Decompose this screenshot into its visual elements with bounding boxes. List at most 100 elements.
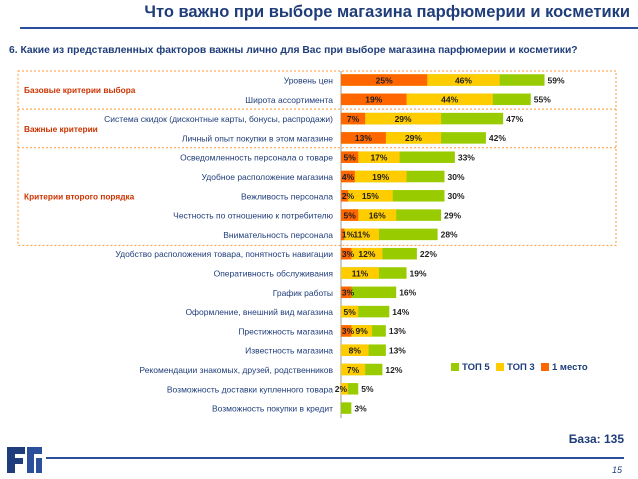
category-label: Уровень цен	[284, 76, 334, 86]
group-label: Критерии второго порядка	[24, 191, 135, 201]
data-label-first: 3%	[342, 249, 355, 259]
data-label-top5: 19%	[410, 268, 427, 278]
category-label: Осведомленность персонала о товаре	[180, 153, 333, 163]
data-label-first: 19%	[365, 95, 382, 105]
legend-swatch	[541, 363, 549, 372]
bar-top5	[341, 228, 438, 241]
bar-first	[341, 190, 348, 202]
bar-top3	[341, 93, 493, 106]
data-label-top3: 46%	[455, 75, 472, 85]
category-label: Личный опыт покупки в этом магазине	[182, 133, 333, 143]
bar-first	[341, 132, 386, 144]
data-label-first: 5%	[343, 210, 356, 220]
data-label-top3: 2%	[335, 384, 348, 394]
bar-first	[341, 286, 352, 299]
data-label-first: 3%	[342, 326, 355, 336]
header: Что важно при выборе магазина парфюмерии…	[0, 0, 638, 34]
data-label-top3: 5%	[343, 307, 356, 317]
bar-top3	[341, 267, 379, 279]
data-label-top5: 16%	[399, 288, 416, 298]
category-label: Оперативность обслуживания	[214, 269, 334, 279]
bar-top3	[341, 228, 379, 241]
bar-top5	[341, 286, 397, 299]
bar-top3	[341, 344, 369, 356]
labels-layer: Базовые критерии выбора Важные критерии Кр…	[24, 75, 565, 413]
data-label-first: 3%	[342, 288, 355, 298]
category-label: Вежливость персонала	[241, 191, 333, 201]
data-label-top5: 14%	[392, 307, 409, 317]
data-label-top5: 22%	[420, 249, 437, 259]
bar-top3	[341, 383, 348, 395]
data-label-top3: 17%	[370, 153, 387, 163]
data-label-top5: 12%	[385, 365, 402, 375]
data-label-top5: 5%	[361, 384, 374, 394]
category-label: Оформление, внешний вид магазина	[185, 307, 333, 317]
bar-top3	[341, 170, 407, 183]
question-text: 6. Какие из представленных факторов важн…	[9, 45, 578, 56]
data-label-top3: 9%	[356, 326, 369, 336]
bar-top3	[341, 209, 397, 221]
bar-top3	[341, 325, 373, 337]
category-label: Внимательность персонала	[223, 230, 333, 240]
logo-icon	[7, 447, 42, 473]
data-label-top3: 44%	[441, 95, 458, 105]
data-label-top5: 13%	[389, 326, 406, 336]
data-label-top5: 33%	[458, 153, 475, 163]
bar-first	[341, 170, 355, 183]
group-layer	[17, 70, 617, 246]
bar-top3	[341, 305, 359, 318]
bar-first	[341, 247, 352, 260]
data-label-top5: 47%	[506, 114, 523, 124]
page-number: 15	[611, 465, 622, 475]
data-label-top3: 8%	[349, 346, 362, 356]
category-label: Широта ассортимента	[245, 95, 333, 105]
category-label: Престижность магазина	[238, 326, 333, 336]
bar-top3	[341, 151, 400, 163]
data-label-top3: 12%	[358, 249, 375, 259]
category-label: Честность по отношению к потребителю	[173, 211, 333, 221]
data-label-first: 2%	[342, 191, 355, 201]
bar-first	[341, 93, 407, 106]
page-title: Что важно при выборе магазина парфюмерии…	[144, 3, 630, 21]
category-label: Удобное расположение магазина	[202, 172, 334, 182]
category-label: Известность магазина	[245, 346, 333, 356]
category-label: Рекомендации знакомых, друзей, родственн…	[139, 365, 333, 375]
category-label: Возможность покупки в кредит	[212, 404, 333, 414]
bars-layer	[340, 71, 545, 419]
bar-top3	[341, 190, 393, 202]
bar-top3	[341, 132, 442, 144]
legend-item: 1 место	[541, 362, 588, 373]
data-label-first: 7%	[347, 114, 360, 124]
legend-swatch	[496, 363, 504, 372]
category-label: Удобство расположения товара, понятность…	[115, 249, 333, 259]
data-label-first: 4%	[342, 172, 355, 182]
data-label-top3: 29%	[405, 133, 422, 143]
bar-first	[341, 325, 352, 337]
data-label-top5: 30%	[448, 191, 465, 201]
data-label-top3: 29%	[395, 114, 412, 124]
data-label-first: 5%	[343, 153, 356, 163]
data-label-top3: 19%	[372, 172, 389, 182]
header-divider	[20, 27, 638, 29]
bar-first	[341, 112, 366, 125]
group-box	[17, 70, 617, 246]
data-label-top5: 42%	[489, 133, 506, 143]
base-label: База: 135	[568, 432, 624, 446]
legend-swatch	[451, 363, 459, 372]
bar-top3	[341, 363, 366, 376]
data-label-first: 1%	[342, 230, 355, 240]
data-label-top3: 16%	[369, 210, 386, 220]
bar-first	[341, 151, 359, 163]
category-label: График работы	[273, 288, 333, 298]
legend-item: ТОП 3	[496, 362, 535, 373]
footer-divider	[46, 457, 624, 459]
category-label: Возможность доставки купленного товара	[167, 384, 333, 394]
data-label-first: 25%	[376, 75, 393, 85]
legend-label: ТОП 3	[507, 362, 535, 373]
data-label-top3: 7%	[347, 365, 360, 375]
data-label-top5: 30%	[448, 172, 465, 182]
bar-first	[341, 209, 359, 221]
bar-top5	[341, 305, 390, 318]
data-label-top5: 55%	[534, 95, 551, 105]
legend-item: ТОП 5	[451, 362, 490, 373]
